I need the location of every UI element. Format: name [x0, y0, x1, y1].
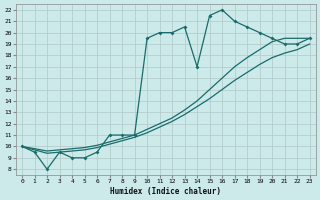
X-axis label: Humidex (Indice chaleur): Humidex (Indice chaleur)	[110, 187, 221, 196]
